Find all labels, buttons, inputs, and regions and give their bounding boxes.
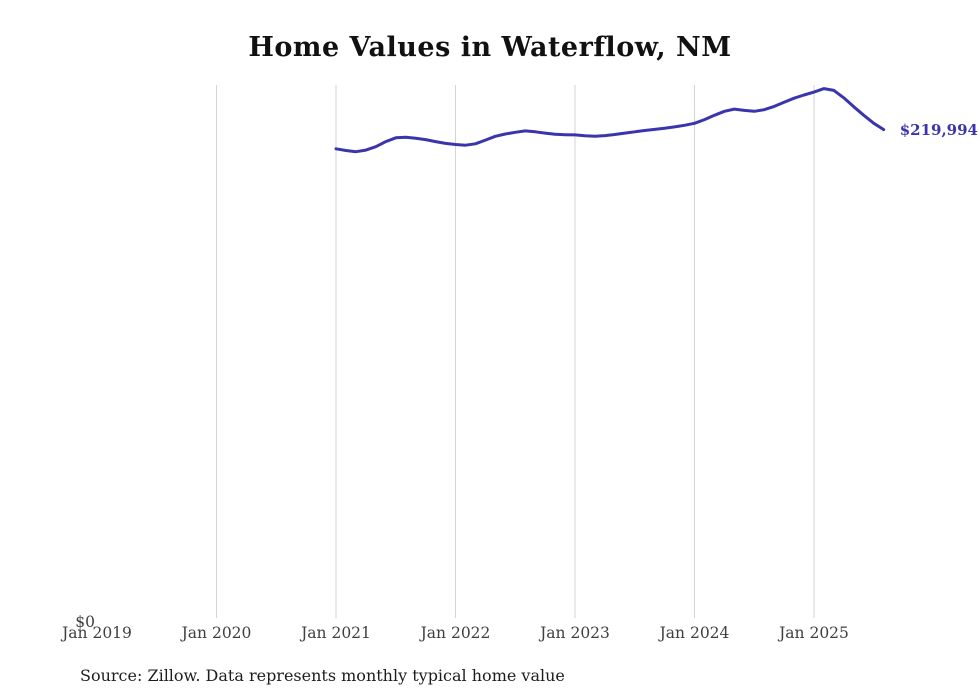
x-tick-label: Jan 2021 xyxy=(299,624,371,642)
x-tick-label: Jan 2020 xyxy=(180,624,252,642)
x-tick-label: Jan 2023 xyxy=(538,624,610,642)
x-tick-label: Jan 2024 xyxy=(658,624,730,642)
x-tick-label: Jan 2025 xyxy=(777,624,849,642)
x-tick-label: Jan 2022 xyxy=(419,624,491,642)
chart-title: Home Values in Waterflow, NM xyxy=(248,32,732,63)
home-value-series-line xyxy=(334,87,886,154)
y-tick-label-zero: $0 xyxy=(75,613,95,631)
latest-value-label: $219,994 xyxy=(899,120,978,139)
source-note: Source: Zillow. Data represents monthly … xyxy=(80,666,565,685)
x-tick-label: Jan 2019 xyxy=(60,624,132,642)
